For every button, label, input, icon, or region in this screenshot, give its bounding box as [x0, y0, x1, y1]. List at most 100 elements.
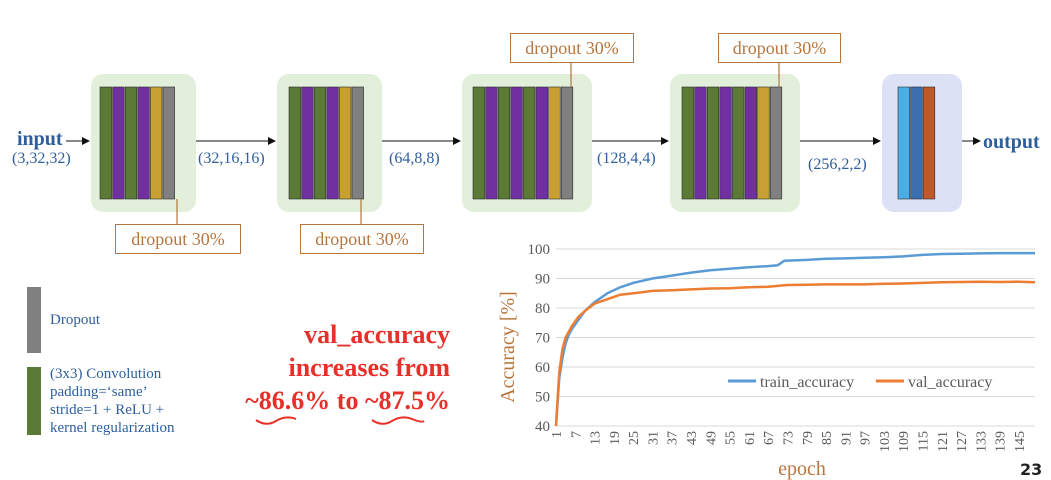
shape-label-2: (64,8,8) — [389, 150, 440, 167]
chart-x-tick-label: 31 — [646, 431, 661, 445]
block-1-layer-3 — [124, 86, 138, 200]
block-2-layer-2 — [301, 86, 314, 200]
legend-train-label: train_accuracy — [760, 374, 854, 391]
input-shape: (3,32,32) — [12, 150, 71, 167]
chart-legend: train_accuracy val_accuracy — [728, 374, 992, 391]
accuracy-chart: 40 50 60 70 80 90 100 1 7 13 19 25 31 37 43 49 55 61 67 73… — [497, 242, 1036, 480]
chart-x-tick-label: 67 — [762, 431, 777, 445]
chart-x-tick-label: 145 — [1013, 431, 1028, 452]
block-3-layer-5 — [523, 86, 536, 200]
dropout-box-3: dropout 30% — [510, 33, 634, 63]
block-4-layer-6 — [744, 86, 757, 200]
dropout-box-2: dropout 30% — [300, 224, 424, 254]
chart-x-tick-label: 103 — [878, 431, 893, 452]
chart-y-tick-label: 70 — [535, 331, 550, 347]
chart-y-tick-label: 90 — [535, 272, 550, 288]
legend-conv-line2: padding=‘same’ — [50, 384, 148, 400]
note-line2: increases from — [288, 353, 451, 382]
output-label: output — [983, 131, 1040, 153]
block-1-layer-6 — [162, 86, 175, 200]
chart-x-tick-label: 55 — [724, 431, 739, 445]
shape-label-4: (256,2,2) — [808, 156, 867, 173]
block-2-layer-6 — [351, 86, 364, 200]
series-line-train-accuracy — [554, 251, 1035, 427]
note-from-value: ~86.6% — [245, 386, 331, 415]
block-4-layer-8 — [769, 86, 783, 200]
legend-dropout-swatch — [27, 287, 41, 353]
page-number: 23 — [1020, 460, 1043, 479]
chart-x-tick-label: 43 — [685, 431, 700, 445]
chart-y-tick-label: 80 — [535, 301, 550, 317]
chart-x-tick-label: 109 — [897, 431, 912, 452]
block-4-layer-2 — [694, 86, 707, 200]
output-block-layer-1 — [897, 86, 910, 200]
chart-x-tick-label: 19 — [608, 431, 623, 445]
legend-conv-line3: stride=1 + ReLU + — [50, 402, 165, 418]
dropout-box-4: dropout 30% — [718, 33, 841, 63]
chart-x-tick-label: 139 — [994, 431, 1009, 452]
block-3-layer-6 — [535, 86, 548, 200]
output-block-layer-2 — [910, 86, 923, 200]
chart-lines — [554, 251, 1036, 427]
block-1-layer-4 — [137, 86, 150, 200]
chart-x-tick-label: 115 — [916, 431, 931, 451]
accuracy-note: val_accuracy increases from ~86.6% to ~8… — [228, 318, 450, 417]
chart-x-tick-label: 121 — [936, 431, 951, 452]
legend-conv-line1: (3x3) Convolution — [50, 366, 162, 382]
chart-y-tick-label: 100 — [528, 242, 551, 258]
block-2-layer-3 — [313, 86, 327, 200]
block-4-layer-5 — [732, 86, 745, 200]
block-4-layer-4 — [719, 86, 732, 200]
series-line-val-accuracy — [554, 280, 1036, 427]
chart-x-tick-label: 25 — [627, 431, 642, 445]
chart-x-axis-label: epoch — [778, 458, 826, 480]
legend-val-label: val_accuracy — [908, 374, 992, 391]
note-to-word: to — [330, 386, 365, 415]
underline-squiggle-1 — [255, 416, 297, 425]
block-3-layer-8 — [560, 86, 574, 200]
chart-x-tick-label: 97 — [859, 431, 874, 445]
chart-x-tick-label: 37 — [666, 431, 681, 445]
block-3-layer-3 — [497, 86, 511, 200]
chart-x-tick-label: 91 — [839, 431, 854, 445]
note-line3: ~86.6% to ~87.5% — [228, 384, 450, 417]
chart-x-tick-label: 79 — [801, 431, 816, 445]
underline-squiggle-2 — [371, 416, 425, 425]
block-4-layer-7 — [757, 86, 770, 200]
chart-y-tick-label: 50 — [535, 390, 550, 406]
chart-x-ticks: 1 7 13 19 25 31 37 43 49 55 61 67 73 79 85 91 97 103 109 11… — [550, 431, 1028, 452]
chart-grid — [556, 248, 1035, 427]
block-3-layer-2 — [485, 86, 498, 200]
input-label: input — [17, 128, 63, 150]
chart-x-tick-label: 85 — [820, 431, 835, 445]
chart-x-tick-label: 61 — [743, 431, 758, 445]
block-3-layer-7 — [548, 86, 561, 200]
chart-y-tick-label: 40 — [535, 419, 550, 435]
block-1-layer-2 — [112, 86, 125, 200]
shape-label-3: (128,4,4) — [597, 150, 656, 167]
chart-x-tick-label: 13 — [589, 431, 604, 445]
chart-y-axis-label: Accuracy [%] — [497, 291, 519, 403]
shape-label-1: (32,16,16) — [198, 150, 265, 167]
legend-conv-text: (3x3) Convolution padding=‘same’ stride=… — [50, 365, 175, 437]
block-2-layer-5 — [339, 86, 352, 200]
layer-stripes — [99, 86, 936, 200]
block-4-layer-1 — [681, 86, 694, 200]
block-2-layer-4 — [326, 86, 339, 200]
chart-y-tick-label: 60 — [535, 360, 550, 376]
chart-x-tick-label: 7 — [569, 431, 584, 438]
block-3-layer-4 — [510, 86, 523, 200]
note-line1: val_accuracy — [304, 320, 450, 349]
chart-y-ticks: 40 50 60 70 80 90 100 — [528, 242, 551, 435]
chart-x-tick-label: 127 — [955, 431, 970, 452]
chart-x-tick-label: 49 — [704, 431, 719, 445]
legend-dropout-label: Dropout — [50, 312, 100, 328]
dropout-box-1: dropout 30% — [115, 224, 241, 254]
block-3-layer-1 — [472, 86, 485, 200]
output-block-layer-3 — [922, 86, 936, 200]
chart-x-tick-label: 133 — [974, 431, 989, 452]
block-2-layer-1 — [288, 86, 301, 200]
block-4-layer-3 — [706, 86, 720, 200]
note-to-value: ~87.5% — [364, 386, 450, 415]
